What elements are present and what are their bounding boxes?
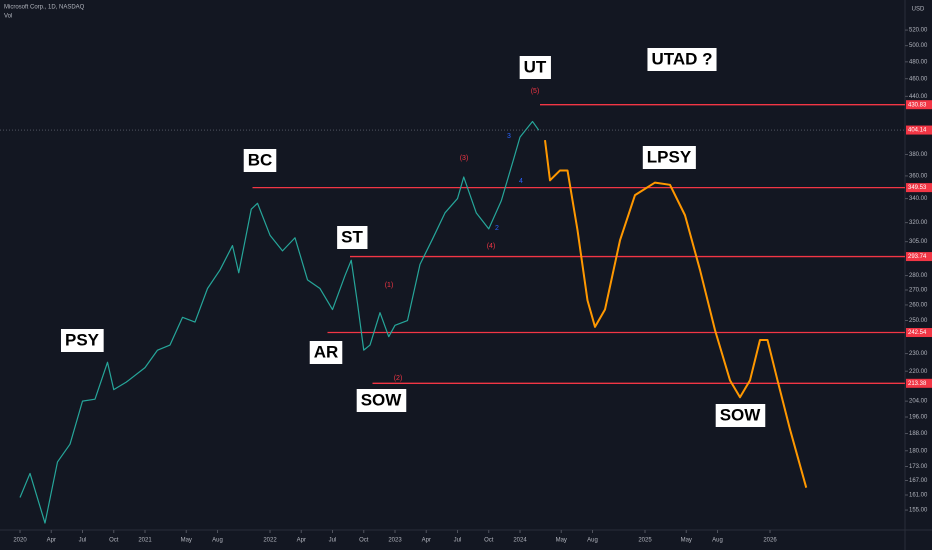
x-tick-label: Oct <box>484 538 494 544</box>
last-price-label: 404.14 <box>908 128 927 134</box>
annotation: SOW <box>720 405 762 424</box>
wave-label: (3) <box>460 155 469 162</box>
x-tick-label: Jul <box>79 538 87 544</box>
wave-label: (4) <box>487 243 496 250</box>
x-tick-label: Apr <box>47 538 56 544</box>
x-tick-label: May <box>181 538 192 544</box>
last-price-bg <box>906 125 932 135</box>
x-tick-label: 2025 <box>638 538 652 544</box>
level-label-bg <box>906 252 932 262</box>
annotation-box <box>356 389 407 412</box>
annotation: UT <box>524 57 547 76</box>
annotation: LPSY <box>647 147 692 166</box>
level-label-bg <box>906 183 932 193</box>
annotation-box <box>715 404 766 427</box>
x-tick-label: Oct <box>109 538 119 544</box>
level-label: 242.54 <box>908 330 927 336</box>
x-tick-label: 2022 <box>263 538 277 544</box>
y-tick-label: 520.00 <box>909 28 928 34</box>
level-label: 213.38 <box>908 381 927 387</box>
y-tick-label: 196.00 <box>909 415 928 421</box>
y-tick-label: 270.00 <box>909 288 928 294</box>
y-tick-label: 155.00 <box>909 508 928 514</box>
currency[interactable]: USD <box>912 7 925 13</box>
y-tick-label: 167.00 <box>909 478 928 484</box>
y-tick-label: 320.00 <box>909 220 928 226</box>
y-tick-label: 500.00 <box>909 43 928 49</box>
x-tick-label: Oct <box>359 538 369 544</box>
y-tick-label: 204.00 <box>909 399 928 405</box>
annotation: BC <box>248 150 273 169</box>
level-label: 293.74 <box>908 254 927 260</box>
annotation-box <box>60 329 104 352</box>
annotation-box <box>243 149 277 172</box>
annotation-box <box>519 56 551 79</box>
y-tick-label: 161.00 <box>909 493 928 499</box>
annotation-box <box>647 48 717 71</box>
level-label: 349.53 <box>908 185 927 191</box>
annotation: SOW <box>361 390 403 409</box>
x-tick-label: Jul <box>454 538 462 544</box>
wave-label: 3 <box>507 133 511 140</box>
annotation: UTAD ? <box>651 49 712 68</box>
x-tick-label: May <box>681 538 692 544</box>
y-tick-label: 173.00 <box>909 464 928 470</box>
x-tick-label: Aug <box>587 538 598 544</box>
y-tick-label: 440.00 <box>909 94 928 100</box>
x-tick-label: 2020 <box>13 538 27 544</box>
annotation-box <box>309 341 343 364</box>
x-tick-label: Apr <box>422 538 431 544</box>
y-tick-label: 460.00 <box>909 76 928 82</box>
wave-label: 2 <box>495 225 499 232</box>
x-tick-label: 2024 <box>513 538 527 544</box>
series-line <box>544 140 808 488</box>
y-tick-label: 380.00 <box>909 152 928 158</box>
y-tick-label: 280.00 <box>909 273 928 279</box>
level-label-bg <box>906 328 932 338</box>
x-tick-label: Jul <box>329 538 337 544</box>
indicator: Vol <box>4 14 12 20</box>
x-tick-label: Aug <box>212 538 223 544</box>
level-label-bg <box>906 100 932 110</box>
y-tick-label: 188.00 <box>909 431 928 437</box>
y-tick-label: 340.00 <box>909 196 928 202</box>
y-tick-label: 250.00 <box>909 318 928 324</box>
x-tick-label: Aug <box>712 538 723 544</box>
level-label: 430.83 <box>908 102 927 108</box>
x-tick-label: 2026 <box>763 538 777 544</box>
series-line <box>19 120 540 524</box>
y-tick-label: 180.00 <box>909 448 928 454</box>
annotation: AR <box>314 342 339 361</box>
wave-label: (5) <box>531 88 540 95</box>
x-tick-label: 2023 <box>388 538 402 544</box>
y-tick-label: 360.00 <box>909 173 928 179</box>
wave-label: (2) <box>394 375 403 382</box>
x-tick-label: May <box>556 538 567 544</box>
x-tick-label: 2021 <box>138 538 152 544</box>
annotation-box <box>642 146 696 169</box>
annotation: PSY <box>65 330 100 349</box>
y-tick-label: 260.00 <box>909 303 928 309</box>
y-tick-label: 230.00 <box>909 351 928 357</box>
y-tick-label: 480.00 <box>909 59 928 65</box>
symbol-title: Microsoft Corp., 1D, NASDAQ <box>4 5 85 11</box>
wave-label: (1) <box>385 282 394 289</box>
annotation-box <box>337 226 368 249</box>
wave-label: 4 <box>519 178 523 185</box>
x-tick-label: Apr <box>297 538 306 544</box>
y-tick-label: 305.00 <box>909 239 928 245</box>
level-label-bg <box>906 378 932 388</box>
y-tick-label: 220.00 <box>909 369 928 375</box>
annotation: ST <box>341 227 363 246</box>
